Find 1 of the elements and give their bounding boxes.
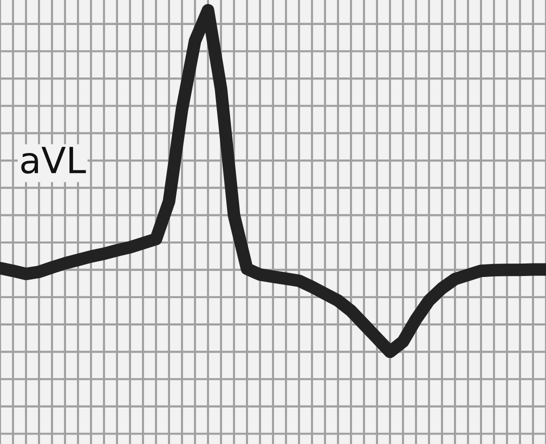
annotation: aVL	[21, 146, 86, 174]
